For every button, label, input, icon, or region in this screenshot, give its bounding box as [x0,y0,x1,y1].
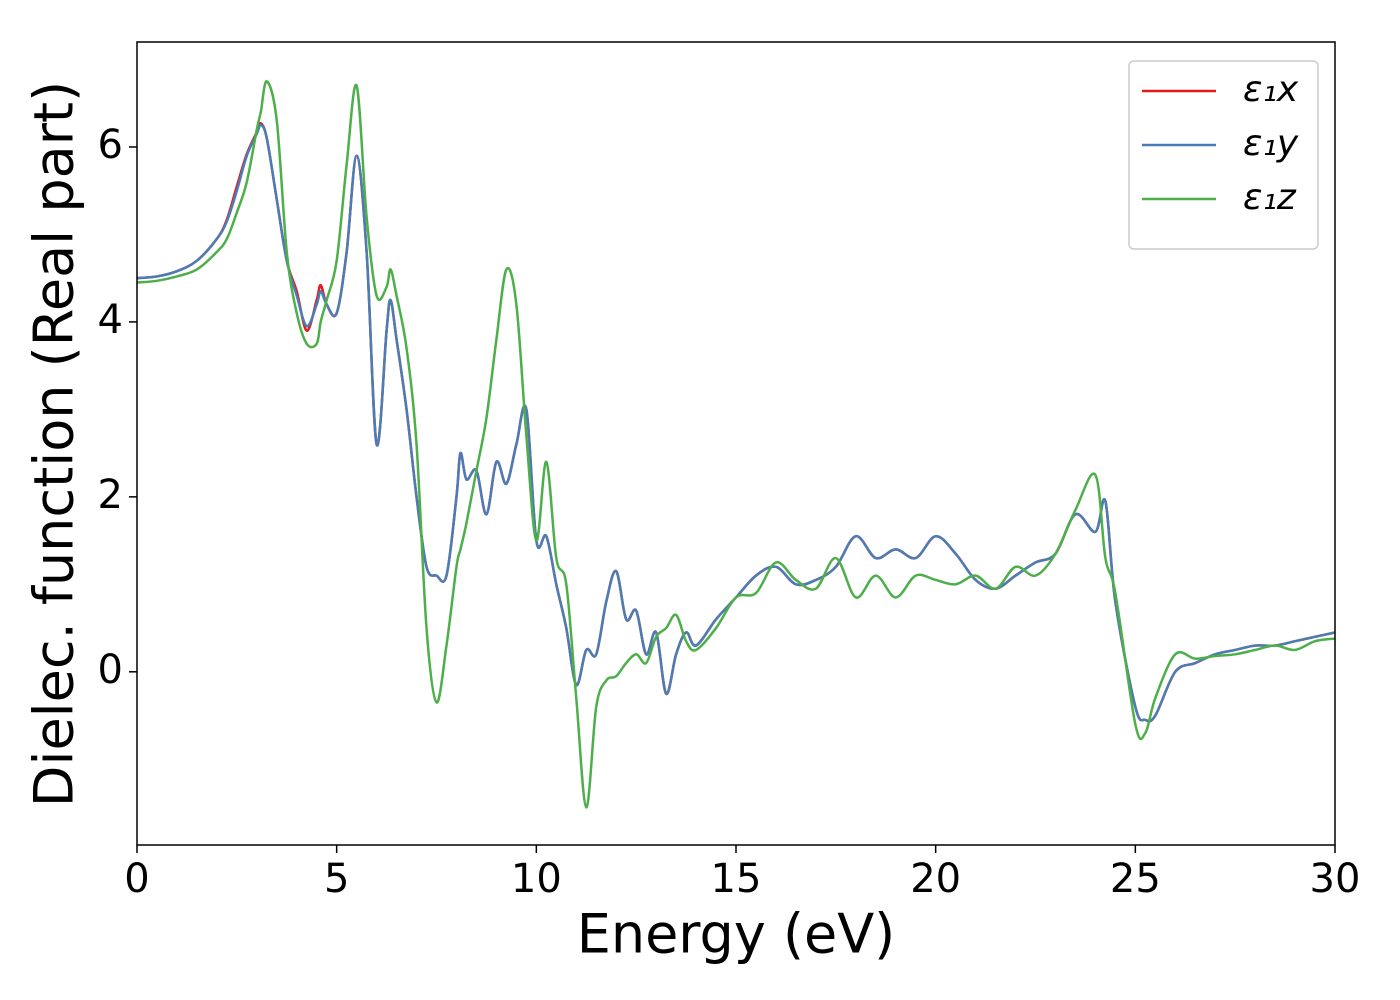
y-tick-label: 6 [98,122,123,168]
data-line [137,80,1335,809]
x-tick-label: 30 [1310,856,1361,902]
y-tick-label: 0 [98,647,123,693]
y-tick-label: 2 [98,472,123,518]
y-axis-label: Dielec. function (Real part) [23,81,86,807]
x-axis-label: Energy (eV) [577,903,896,966]
x-tick-label: 5 [324,856,349,902]
x-tick-label: 10 [511,856,562,902]
legend-box [1128,60,1319,250]
x-tick-label: 20 [910,856,961,902]
legend-label: ε₁y [1243,123,1299,164]
x-tick-label: 15 [711,856,762,902]
x-tick-label: 0 [124,856,149,902]
plot-frame [136,41,1336,846]
y-tick-label: 4 [98,297,123,343]
x-tick-label: 25 [1110,856,1161,902]
legend-label: ε₁z [1243,177,1297,218]
legend-label: ε₁x [1243,69,1299,110]
